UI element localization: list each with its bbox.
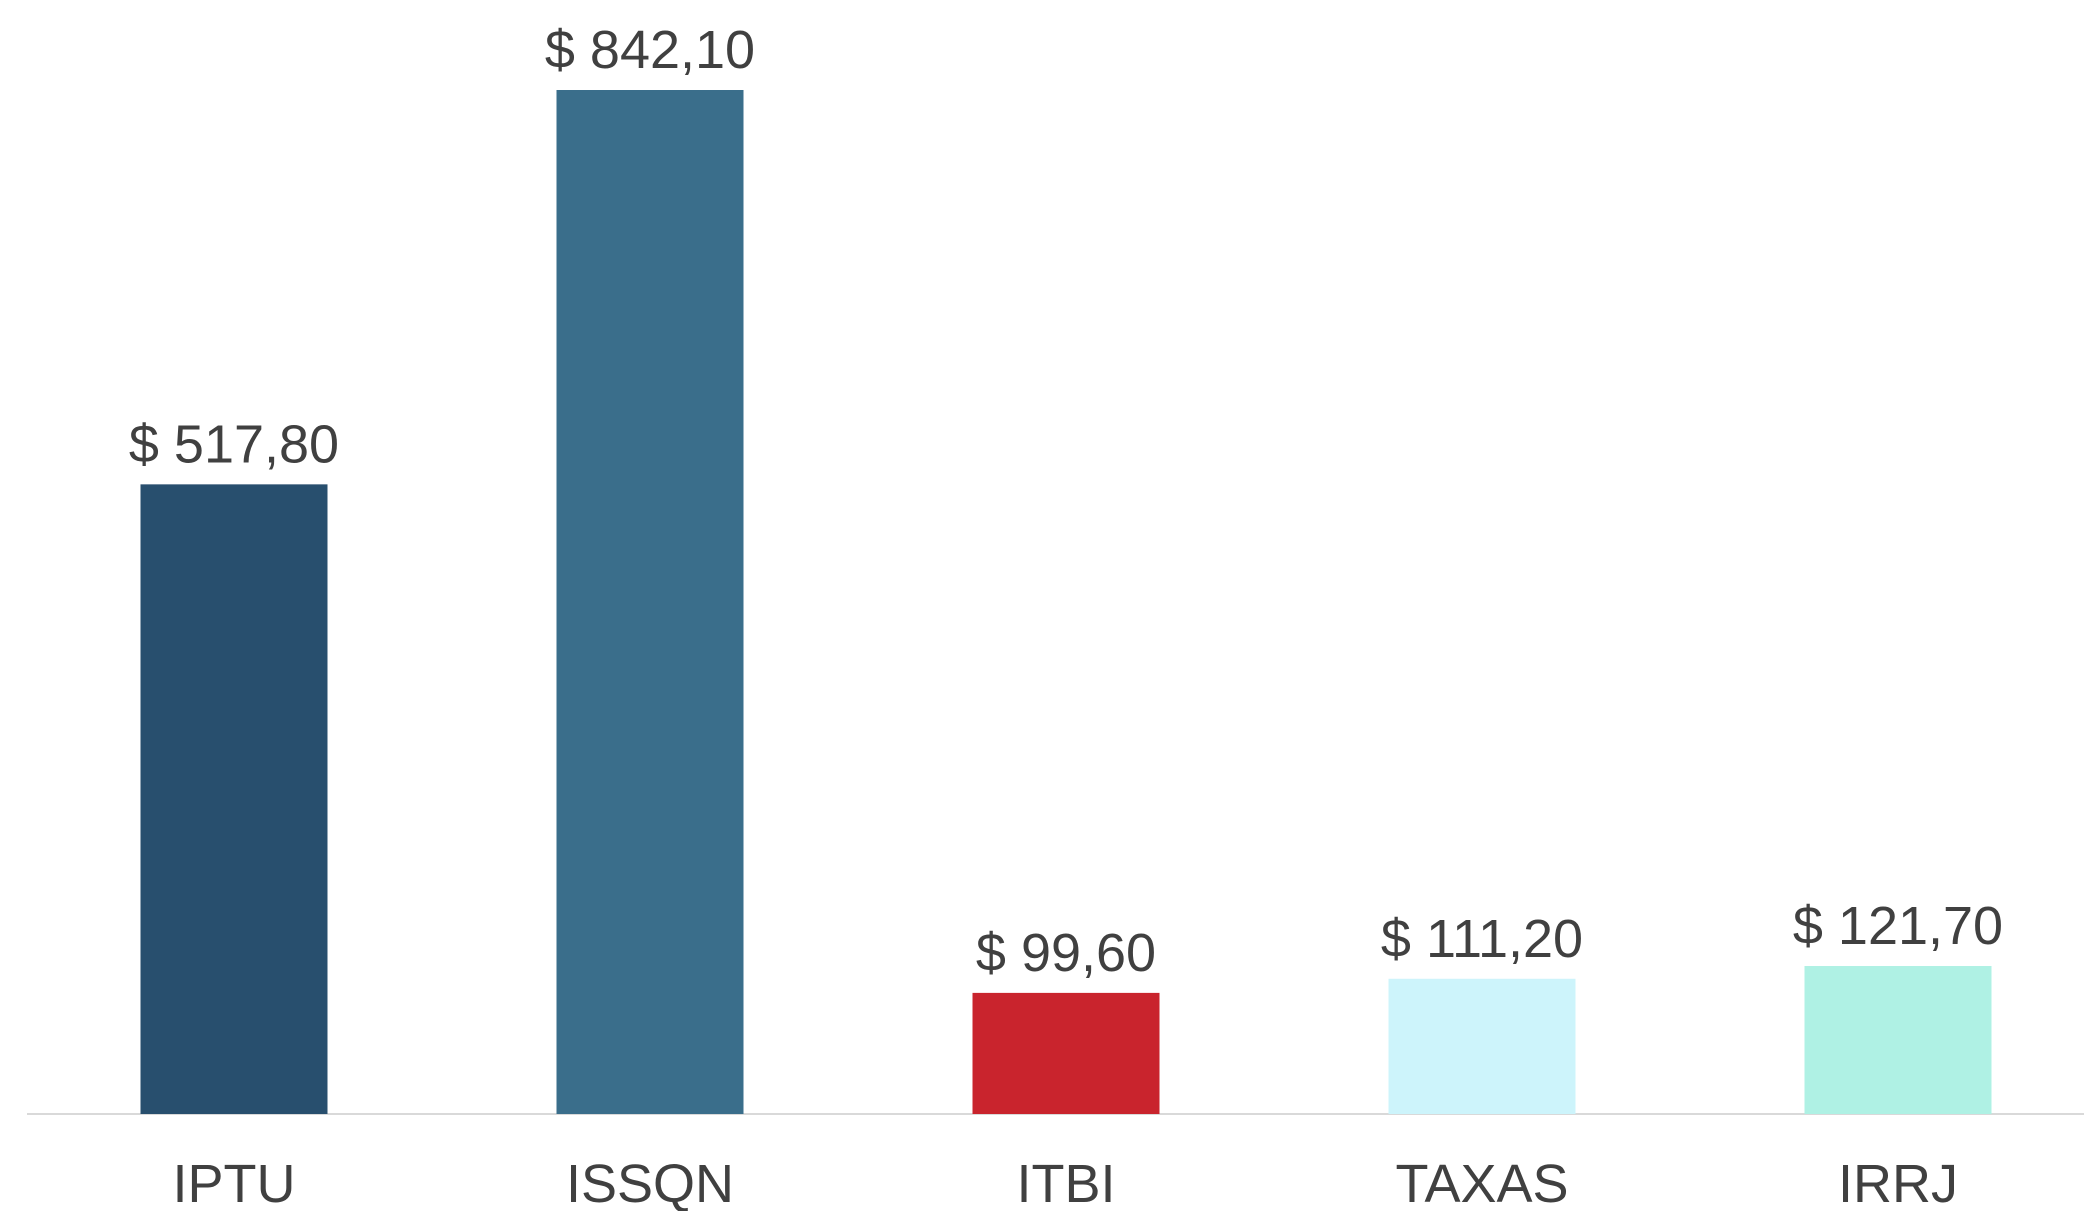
data-label: $ 842,10 xyxy=(545,20,755,80)
x-tick-label: IRRJ xyxy=(1838,1154,1958,1211)
x-tick-label: IPTU xyxy=(172,1154,295,1211)
data-label: $ 121,70 xyxy=(1793,896,2003,956)
bar xyxy=(140,484,328,1114)
data-label: $ 111,20 xyxy=(1381,909,1583,969)
x-tick-label: TAXAS xyxy=(1395,1154,1568,1211)
data-label: $ 99,60 xyxy=(976,923,1156,983)
bar xyxy=(1804,966,1992,1114)
bar xyxy=(972,992,1160,1114)
x-tick-label: ITBI xyxy=(1016,1154,1115,1211)
bar xyxy=(556,90,744,1114)
x-tick-label: ISSQN xyxy=(566,1154,734,1211)
data-label: $ 517,80 xyxy=(129,414,339,474)
bar xyxy=(1388,978,1576,1114)
